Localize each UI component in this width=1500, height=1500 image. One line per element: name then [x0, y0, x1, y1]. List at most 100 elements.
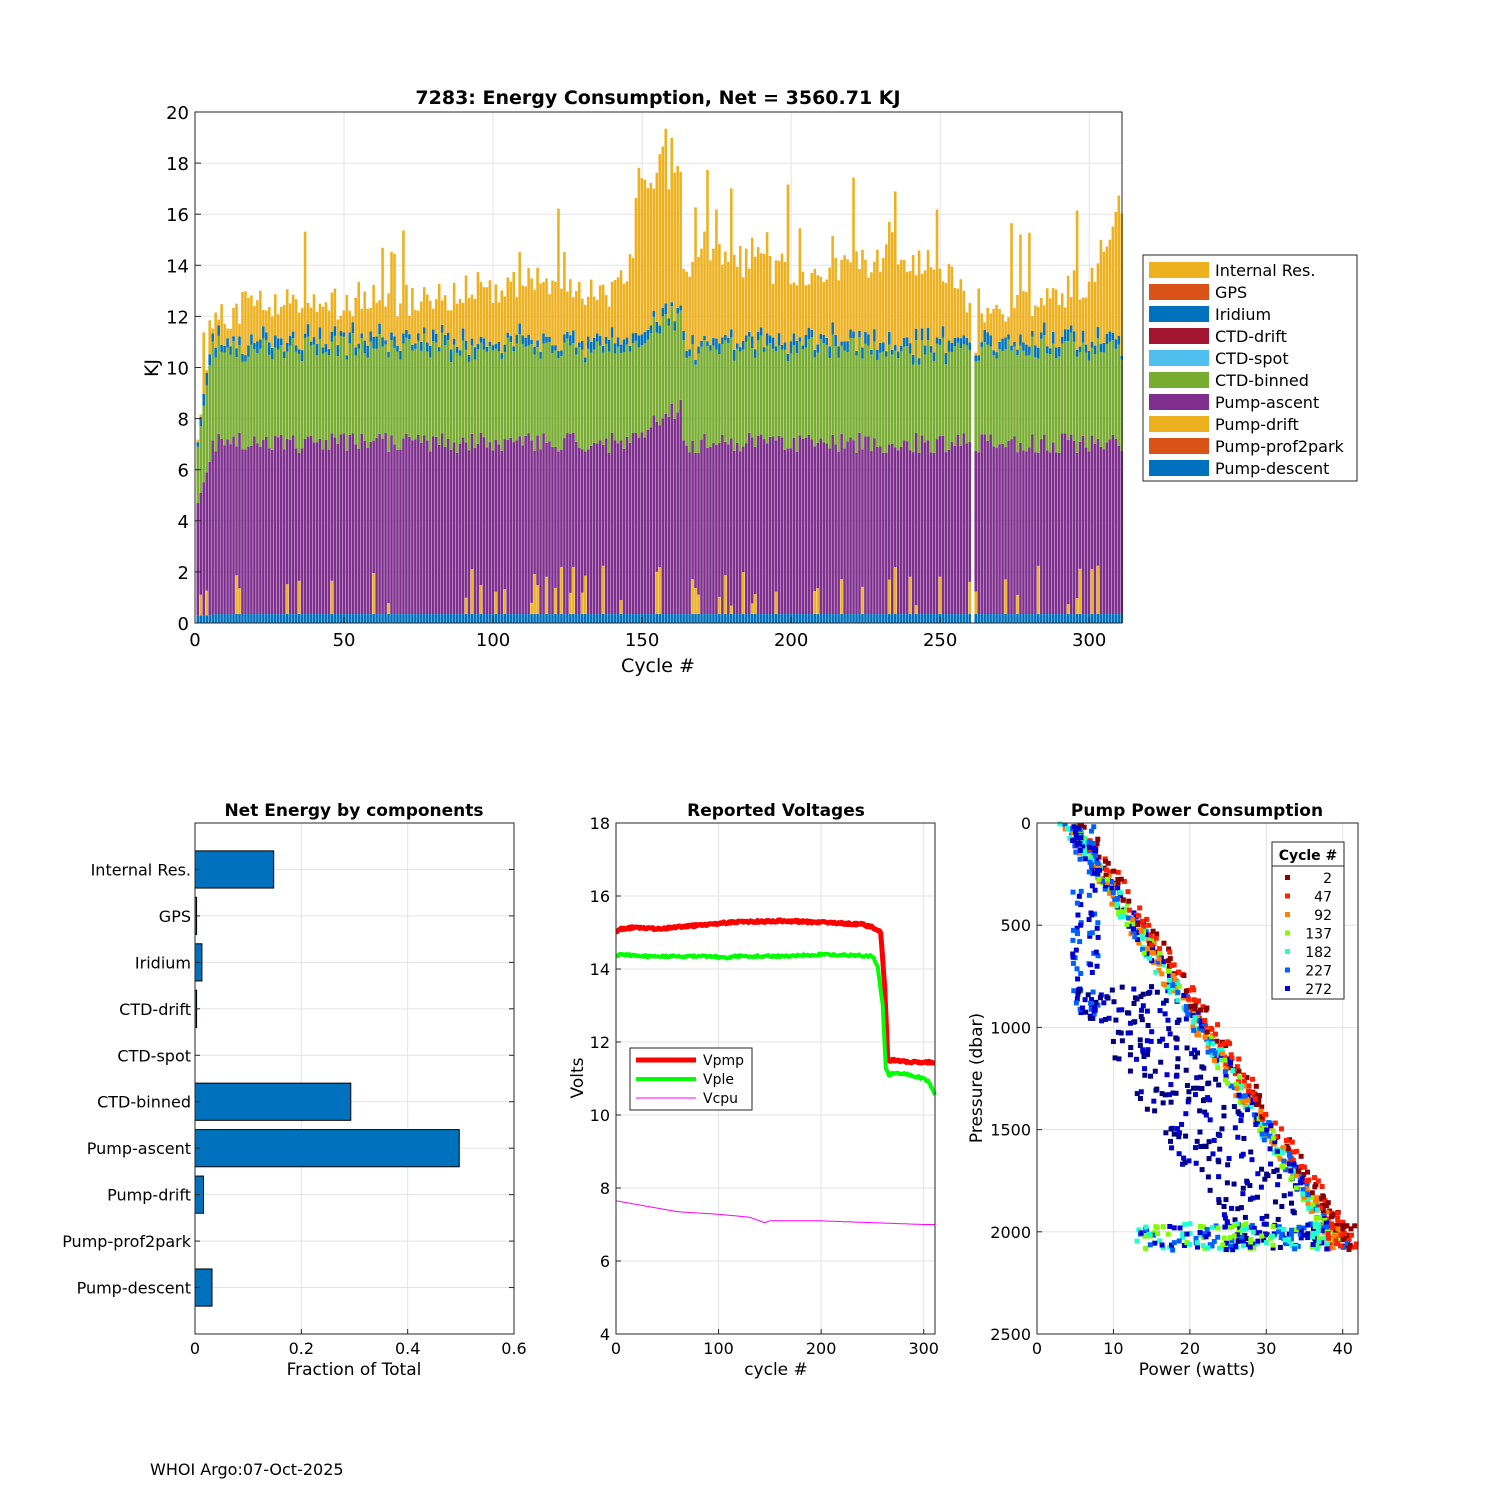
- pump-scatter-point: [1070, 960, 1076, 966]
- segment-ctd-binned: [482, 349, 486, 438]
- pump-scatter-point: [1202, 1034, 1208, 1040]
- segment-pump-ascent: [291, 435, 295, 615]
- segment-pump-ascent: [1022, 450, 1025, 615]
- segment-ctd-binned: [595, 341, 599, 444]
- segment-pump-descent: [381, 614, 384, 623]
- segment-pump-ascent: [798, 435, 802, 615]
- segment-iridium: [324, 343, 328, 352]
- segment-pump-descent: [288, 614, 292, 623]
- pump-scatter-point: [1212, 1054, 1218, 1060]
- segment-internal-res: [1108, 239, 1112, 332]
- segment-internal-res: [1025, 292, 1028, 345]
- pump-scatter-point: [1235, 1238, 1241, 1244]
- pump-scatter-point: [1325, 1200, 1331, 1206]
- pump-scatter-point: [1297, 1231, 1303, 1237]
- segment-iridium: [256, 341, 259, 354]
- pump-scatter-point: [1233, 1081, 1239, 1087]
- segment-ctd-binned: [560, 355, 563, 450]
- segment-iridium: [363, 340, 366, 354]
- segment-ctd-binned: [1075, 356, 1079, 453]
- pump-scatter-point: [1327, 1242, 1333, 1248]
- segment-pump-ascent: [1108, 439, 1112, 615]
- segment-iridium: [801, 345, 805, 350]
- pump-scatter-point: [1312, 1175, 1318, 1181]
- segment-iridium: [581, 340, 584, 350]
- segment-pump-ascent: [959, 445, 963, 615]
- pump-scatter-point: [1146, 938, 1152, 944]
- pump-scatter-point: [1140, 946, 1146, 952]
- pump-scatter-point: [1200, 1243, 1206, 1249]
- segment-pump-descent: [1031, 614, 1034, 623]
- segment-pump-ascent: [354, 444, 358, 615]
- segment-ctd-binned: [658, 333, 662, 426]
- pump-scatter-point: [1167, 1223, 1173, 1229]
- pump-scatter-point: [1197, 1230, 1203, 1236]
- pump-scatter-point: [1230, 1247, 1236, 1253]
- energy-legend-swatch: [1149, 438, 1209, 454]
- pump-scatter-point: [1086, 839, 1092, 845]
- segment-ctd-binned: [229, 354, 232, 445]
- segment-pump-drift: [235, 575, 238, 615]
- segment-pump-descent: [595, 614, 599, 623]
- segment-pump-descent: [220, 614, 223, 623]
- segment-ctd-binned: [810, 337, 814, 440]
- pump-scatter-point: [1275, 1229, 1281, 1235]
- pump-scatter-point: [1154, 959, 1160, 965]
- segment-iridium: [750, 336, 754, 349]
- segment-pump-drift: [601, 565, 605, 615]
- segment-internal-res: [610, 281, 614, 328]
- segment-pump-descent: [801, 614, 805, 623]
- segment-ctd-binned: [846, 352, 849, 442]
- pump-scatter-point: [1074, 900, 1080, 906]
- segment-pump-descent: [235, 614, 238, 623]
- segment-ctd-binned: [703, 340, 706, 435]
- pump-scatter-point: [1348, 1226, 1354, 1232]
- segment-iridium: [265, 332, 268, 341]
- voltages-ytick-label: 6: [600, 1252, 610, 1271]
- segment-internal-res: [783, 261, 787, 343]
- pump-scatter-point: [1234, 1232, 1240, 1238]
- segment-internal-res: [217, 319, 220, 326]
- segment-iridium: [223, 345, 226, 353]
- pump-scatter-point: [1089, 867, 1095, 873]
- pump-scatter-point: [1274, 1148, 1280, 1154]
- pump-scatter-point: [1147, 935, 1153, 941]
- pump-scatter-point: [1118, 876, 1124, 882]
- pump-scatter-point: [1169, 1145, 1175, 1151]
- pump-scatter-point: [1287, 1191, 1293, 1197]
- segment-iridium: [321, 347, 325, 354]
- energy-legend-label: GPS: [1215, 283, 1247, 302]
- segment-ctd-binned: [661, 316, 665, 419]
- pump-scatter-point: [1323, 1220, 1329, 1226]
- pump-scatter-point: [1310, 1241, 1316, 1247]
- segment-iridium: [1022, 342, 1025, 351]
- segment-ctd-binned: [837, 357, 840, 452]
- pump-scatter-point: [1286, 1161, 1292, 1167]
- pump-scatter-point: [1120, 914, 1126, 920]
- segment-pump-drift: [554, 587, 557, 615]
- segment-internal-res: [747, 268, 751, 333]
- segment-ctd-binned: [637, 347, 641, 438]
- segment-ctd-binned: [518, 334, 521, 437]
- pump-scatter-point: [1305, 1169, 1311, 1175]
- segment-pump-ascent: [303, 438, 307, 615]
- segment-ctd-binned: [423, 333, 426, 436]
- segment-pump-descent: [396, 614, 399, 623]
- pump-scatter-point: [1131, 1000, 1137, 1006]
- segment-pump-descent: [345, 614, 349, 623]
- segment-pump-ascent: [360, 433, 363, 615]
- pump-scatter-point: [1244, 1236, 1250, 1242]
- segment-pump-descent: [706, 614, 709, 623]
- segment-pump-ascent: [840, 434, 843, 580]
- segment-pump-descent: [488, 614, 492, 623]
- segment-pump-descent: [670, 614, 673, 623]
- segment-iridium: [238, 336, 241, 346]
- segment-ctd-binned: [437, 351, 441, 445]
- segment-pump-descent: [679, 614, 682, 623]
- voltages-xtick-label: 0: [611, 1339, 621, 1358]
- segment-pump-descent: [557, 614, 560, 623]
- segment-internal-res: [917, 250, 921, 359]
- pump-scatter-point: [1127, 1052, 1133, 1058]
- pump-scatter-point: [1259, 1215, 1265, 1221]
